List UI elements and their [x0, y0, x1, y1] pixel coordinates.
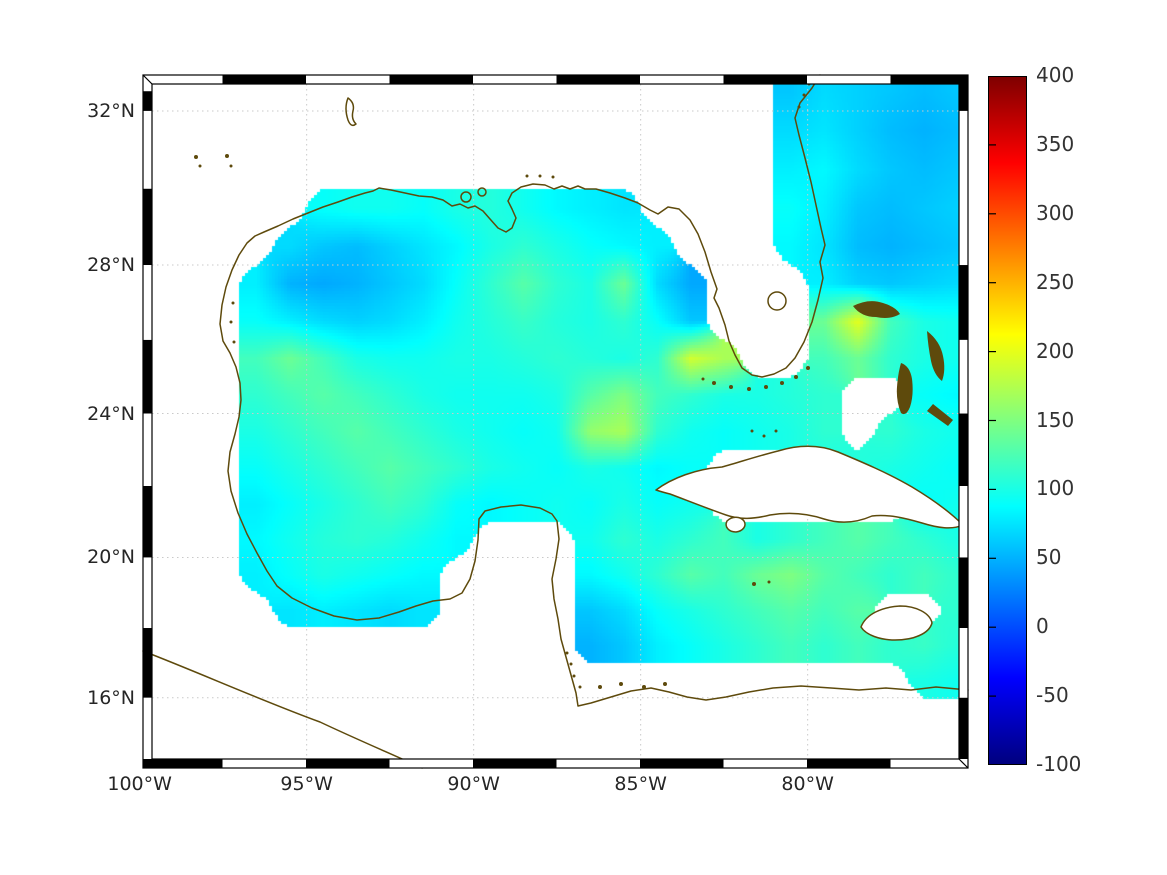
- colorbar-tick-label: 300: [1036, 200, 1075, 225]
- frame-corner-miter: [142, 74, 153, 85]
- frame-stripe-top: [723, 75, 807, 84]
- frame-stripe-top: [473, 75, 557, 84]
- colorbar-tick-label: -50: [1036, 683, 1069, 708]
- frame-stripe-left: [143, 557, 152, 629]
- frame-stripe-top: [222, 75, 306, 84]
- frame-corner-miter: [958, 758, 969, 769]
- frame-stripe-left: [143, 84, 152, 92]
- colorbar-tick-label: 250: [1036, 269, 1075, 294]
- frame-stripe-right: [959, 339, 968, 414]
- frame-stripe-right: [959, 265, 968, 340]
- frame-stripe-bottom: [890, 759, 968, 768]
- frame-stripe-right: [959, 628, 968, 698]
- frame-stripe-right: [959, 697, 968, 759]
- lon-tick-label: 85°W: [614, 773, 667, 795]
- frame-corner-miter: [958, 74, 969, 85]
- colorbar-tick-label: 200: [1036, 338, 1075, 363]
- frame-stripe-right: [959, 486, 968, 558]
- frame-stripe-bottom: [723, 759, 807, 768]
- frame-stripe-left: [143, 339, 152, 414]
- frame-stripe-left: [143, 265, 152, 340]
- frame-corner-miter: [142, 758, 153, 769]
- frame-stripe-left: [143, 697, 152, 759]
- colorbar: [988, 76, 1027, 765]
- frame-stripe-bottom: [143, 759, 223, 768]
- frame-stripe-top: [306, 75, 390, 84]
- frame-stripe-right: [959, 110, 968, 266]
- frame-stripe-top: [389, 75, 473, 84]
- lon-tick-label: 90°W: [447, 773, 500, 795]
- frame-stripe-bottom: [556, 759, 640, 768]
- colorbar-tick-label: 350: [1036, 131, 1075, 156]
- lon-tick-label: 95°W: [280, 773, 333, 795]
- colorbar-tick-label: 100: [1036, 476, 1075, 501]
- frame-stripe-right: [959, 84, 968, 111]
- frame-stripe-left: [143, 486, 152, 558]
- frame-stripe-top: [640, 75, 724, 84]
- lon-tick-label: 80°W: [781, 773, 834, 795]
- frame-stripe-left: [143, 110, 152, 189]
- colorbar-tick-label: 400: [1036, 63, 1075, 87]
- frame-stripe-left: [143, 628, 152, 698]
- frame-stripe-left: [143, 188, 152, 266]
- lat-tick-label: 28°N: [87, 254, 135, 277]
- lat-tick-label: 20°N: [87, 546, 135, 569]
- frame-stripe-top: [556, 75, 640, 84]
- frame-stripe-top: [143, 75, 223, 84]
- heatmap-canvas: [152, 84, 959, 759]
- frame-stripe-right: [959, 413, 968, 487]
- frame-stripe-bottom: [473, 759, 557, 768]
- colorbar-tick-label: 50: [1036, 545, 1062, 570]
- frame-stripe-bottom: [389, 759, 473, 768]
- frame-stripe-top: [890, 75, 968, 84]
- frame-stripe-bottom: [222, 759, 306, 768]
- frame-stripe-left: [143, 91, 152, 111]
- colorbar-tick-label: 150: [1036, 407, 1075, 432]
- colorbar-tick-label: -100: [1036, 752, 1082, 776]
- lat-tick-label: 16°N: [87, 686, 135, 709]
- frame-stripe-bottom: [306, 759, 390, 768]
- frame-stripe-top: [807, 75, 891, 84]
- frame-stripe-left: [143, 413, 152, 487]
- frame-stripe-bottom: [640, 759, 724, 768]
- frame-stripe-bottom: [807, 759, 891, 768]
- lat-tick-label: 32°N: [87, 99, 135, 122]
- frame-stripe-right: [959, 557, 968, 629]
- lon-tick-label: 100°W: [107, 773, 172, 795]
- colorbar-tick-label: 0: [1036, 614, 1049, 639]
- lat-tick-label: 24°N: [87, 402, 135, 425]
